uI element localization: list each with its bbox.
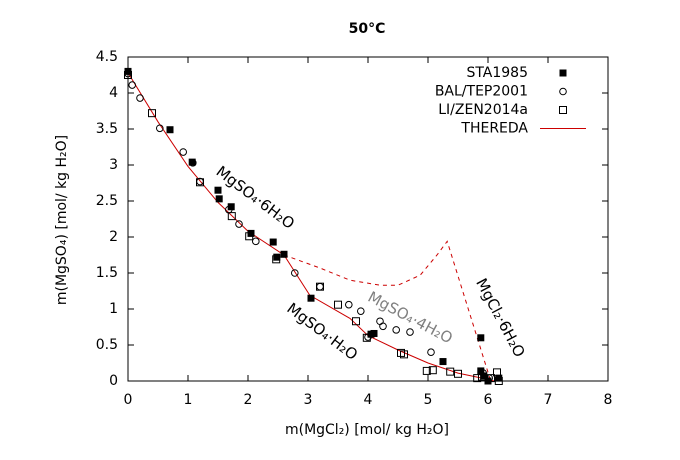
point [364,333,372,341]
legend-swatch [559,106,567,114]
x-tick-label: 0 [124,392,133,408]
point [428,366,437,375]
point [406,328,414,336]
point [362,333,371,342]
y-tick-label: 4.5 [96,49,118,65]
y-tick-label: 2 [109,229,118,245]
point [188,158,196,166]
y-tick-label: 2.5 [96,193,118,209]
point [370,329,378,337]
point [316,282,324,291]
point [245,232,254,241]
point [124,71,132,79]
point [478,372,486,381]
line [283,240,491,379]
point [493,368,501,377]
point [392,326,401,334]
y-tick-label: 1 [109,301,118,317]
legend-label: STA1985 [466,65,528,81]
legend-label: THEREDA [460,121,528,137]
point [439,358,447,366]
point [400,350,408,359]
point [473,374,482,383]
y-tick-label: 3.5 [96,121,118,137]
y-tick-label: 3 [109,157,118,173]
point [334,300,342,309]
point [166,126,174,134]
x-tick-label: 7 [544,392,553,408]
point [156,124,164,133]
point [215,195,223,203]
point [422,366,431,375]
x-tick-label: 3 [304,392,313,408]
point [495,374,503,382]
legend-swatch [559,87,567,96]
point [273,253,281,261]
y-tick-label: 4 [109,85,118,101]
point [454,369,462,378]
legend-item: STA1985 [466,65,567,81]
point [494,377,503,385]
point [179,148,187,156]
y-tick-label: 0.5 [96,337,118,353]
x-tick-label: 5 [424,392,433,408]
point [280,250,288,258]
point [235,220,243,228]
x-tick-label: 1 [184,392,193,408]
point [227,212,236,221]
point [136,94,144,102]
point [128,81,136,89]
point [247,229,255,237]
legend-item: LI/ZEN2014a [438,102,567,118]
point [272,255,281,264]
point [352,317,360,326]
point [291,269,299,277]
legend-swatch [559,69,567,77]
y-tick-label: 0 [109,373,118,389]
point [357,307,365,315]
point [252,237,260,246]
point [446,367,455,376]
point [477,334,485,342]
x-axis-label: m(MgCl₂) [mol/ kg H₂O] [285,422,449,438]
point [307,294,315,302]
legend-item: THEREDA [460,121,586,137]
point [487,374,495,383]
line [127,72,495,382]
point [148,109,156,118]
chart-title: 50°C [349,21,386,37]
x-tick-label: 4 [364,392,373,408]
point [269,238,277,246]
legend-label: LI/ZEN2014a [438,102,528,118]
legend-label: BAL/TEP2001 [435,84,528,100]
point [214,186,222,194]
point [379,322,387,331]
x-tick-label: 6 [484,392,493,408]
y-axis-label: m(MgSO₄) [mol/ kg H₂O] [54,135,70,305]
point [427,348,435,357]
y-tick-label: 1.5 [96,265,118,281]
point [196,178,204,187]
legend-item: BAL/TEP2001 [435,84,567,100]
x-tick-label: 2 [244,392,253,408]
x-tick-label: 8 [604,392,613,408]
point [345,300,353,309]
point [189,159,197,167]
